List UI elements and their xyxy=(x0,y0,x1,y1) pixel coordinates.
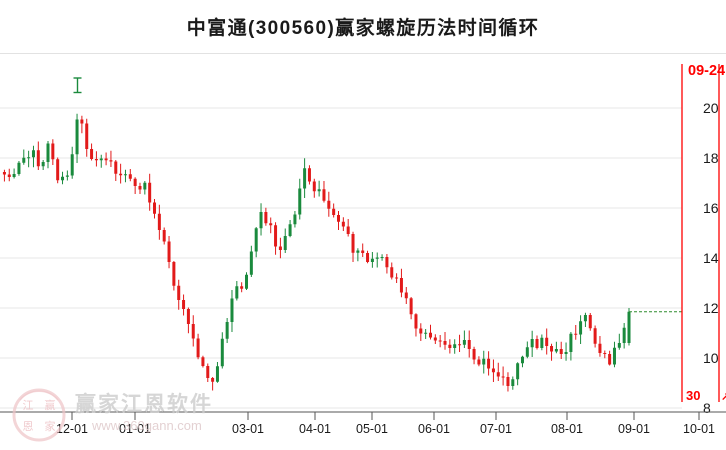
svg-text:09-24 1: 09-24 1 xyxy=(688,63,726,79)
svg-text:江: 江 xyxy=(23,399,34,412)
svg-text:05-01: 05-01 xyxy=(356,422,388,436)
svg-text:14: 14 xyxy=(703,250,719,266)
svg-text:↗: ↗ xyxy=(721,391,726,403)
svg-text:恩: 恩 xyxy=(23,420,34,433)
svg-text:18: 18 xyxy=(703,150,719,166)
svg-text:12: 12 xyxy=(703,300,719,316)
svg-text:09-01: 09-01 xyxy=(618,422,650,436)
svg-text:10: 10 xyxy=(703,350,719,366)
svg-text:家: 家 xyxy=(45,419,56,433)
svg-text:16: 16 xyxy=(703,200,719,216)
svg-text:8: 8 xyxy=(703,400,711,416)
svg-text:08-01: 08-01 xyxy=(551,422,583,436)
svg-text:04-01: 04-01 xyxy=(299,422,331,436)
svg-text:06-01: 06-01 xyxy=(418,422,450,436)
svg-text:20: 20 xyxy=(703,100,719,116)
svg-text:03-01: 03-01 xyxy=(232,422,264,436)
svg-text:赢: 赢 xyxy=(45,398,56,412)
svg-text:30: 30 xyxy=(686,388,700,403)
svg-text:07-01: 07-01 xyxy=(480,422,512,436)
svg-text:10-01: 10-01 xyxy=(683,422,715,436)
